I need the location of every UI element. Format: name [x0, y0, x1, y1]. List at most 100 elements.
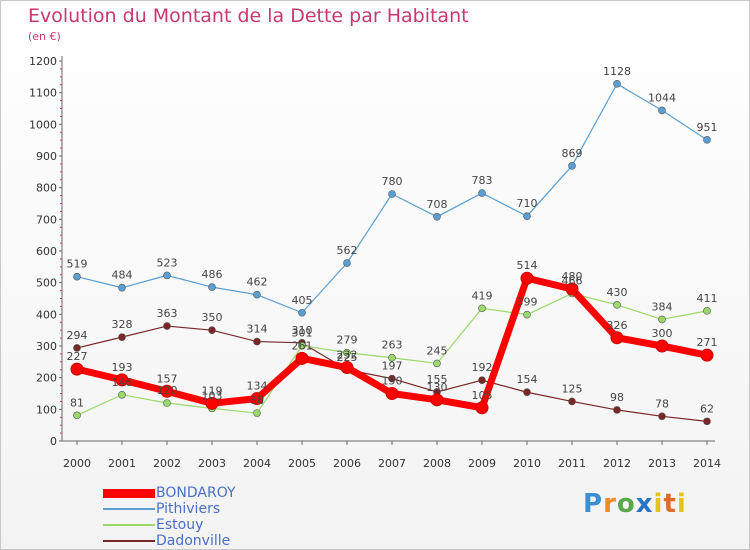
x-tick-label: 2010: [513, 457, 541, 470]
data-label-pithiviers: 783: [472, 174, 493, 187]
logo-letter: r: [603, 489, 617, 519]
data-label-dadonville: 62: [700, 402, 714, 415]
y-tick-label: 1000: [29, 118, 57, 131]
y-tick-label: 700: [36, 213, 57, 226]
data-point-estouy: [253, 409, 261, 417]
data-point-estouy: [613, 301, 621, 309]
series-line-pithiviers: [76, 83, 708, 314]
legend-swatch-0: [103, 489, 155, 498]
proxiti-logo: Proxiti: [583, 489, 687, 519]
data-point-estouy: [523, 310, 531, 319]
y-tick-label: 100: [36, 403, 57, 416]
data-label-pithiviers: 562: [337, 244, 358, 257]
data-label-bondaroy: 271: [697, 336, 718, 349]
data-point-bondaroy: [250, 392, 264, 406]
data-label-dadonville: 78: [655, 397, 669, 410]
data-label-bondaroy: 300: [652, 327, 673, 340]
data-point-pithiviers: [703, 136, 711, 144]
data-point-pithiviers: [298, 308, 306, 317]
data-point-dadonville: [163, 322, 171, 330]
data-label-dadonville: 154: [517, 373, 538, 386]
data-point-pithiviers: [613, 80, 621, 88]
data-label-bondaroy: 514: [517, 259, 538, 272]
x-tick-label: 2009: [468, 457, 496, 470]
legend-swatch-2: [103, 524, 155, 526]
y-tick-label: 1100: [29, 87, 57, 100]
legend-label-2: Estouy: [156, 517, 204, 533]
data-label-estouy: 411: [697, 292, 718, 305]
x-tick-label: 2011: [558, 457, 586, 470]
data-point-pithiviers: [568, 162, 576, 170]
data-label-bondaroy: 227: [67, 350, 88, 363]
data-point-bondaroy: [655, 339, 669, 353]
data-point-dadonville: [253, 337, 261, 346]
data-point-dadonville: [658, 412, 666, 421]
data-point-pithiviers: [478, 189, 486, 197]
data-label-bondaroy: 232: [337, 349, 358, 362]
data-label-bondaroy: 261: [292, 339, 313, 352]
data-label-bondaroy: 130: [427, 381, 448, 394]
data-point-dadonville: [73, 344, 81, 352]
data-point-pithiviers: [73, 272, 81, 281]
data-point-pithiviers: [433, 213, 441, 221]
data-label-pithiviers: 519: [67, 258, 88, 271]
data-label-estouy: 430: [607, 286, 628, 299]
data-point-estouy: [388, 353, 396, 362]
data-label-dadonville: 197: [382, 360, 403, 373]
data-label-estouy: 103: [202, 389, 223, 402]
data-label-estouy: 245: [427, 344, 448, 357]
chart-subtitle: (en €): [28, 30, 61, 43]
data-label-dadonville: 155: [427, 373, 448, 386]
logo-letter: x: [635, 489, 654, 519]
data-point-pithiviers: [118, 283, 126, 292]
y-tick-label: 1200: [29, 55, 57, 68]
y-tick-label: 400: [36, 308, 57, 321]
data-label-pithiviers: 710: [517, 197, 538, 210]
data-point-bondaroy: [115, 373, 129, 387]
x-tick-label: 2000: [63, 457, 91, 470]
data-point-dadonville: [523, 388, 531, 397]
logo-letter: P: [583, 489, 604, 519]
logo-letter: t: [663, 489, 677, 519]
data-label-pithiviers: 869: [562, 147, 583, 160]
data-point-estouy: [118, 390, 126, 399]
data-label-pithiviers: 484: [112, 269, 133, 282]
data-label-bondaroy: 134: [247, 380, 268, 393]
data-label-estouy: 279: [337, 334, 358, 347]
data-label-estouy: 419: [472, 289, 493, 302]
data-point-pithiviers: [253, 290, 261, 299]
x-tick-label: 2001: [108, 457, 136, 470]
data-point-dadonville: [703, 417, 711, 426]
data-point-estouy: [163, 399, 171, 407]
legend-swatch-3: [103, 540, 155, 542]
data-point-bondaroy: [385, 387, 399, 400]
data-point-estouy: [298, 341, 306, 350]
x-tick-label: 2005: [288, 457, 316, 470]
data-point-dadonville: [613, 406, 621, 414]
data-point-bondaroy: [295, 351, 309, 365]
data-point-bondaroy: [520, 271, 534, 285]
data-point-pithiviers: [658, 106, 666, 115]
data-label-bondaroy: 480: [562, 270, 583, 283]
data-label-dadonville: 192: [472, 361, 493, 374]
logo-letter: o: [616, 489, 636, 519]
data-label-dadonville: 328: [112, 318, 133, 331]
logo-letter: i: [676, 489, 687, 519]
data-point-bondaroy: [430, 393, 444, 407]
data-label-estouy: 399: [517, 296, 538, 309]
data-point-estouy: [658, 315, 666, 324]
y-tick-label: 500: [36, 277, 57, 290]
data-label-bondaroy: 326: [607, 319, 628, 332]
x-tick-label: 2014: [693, 457, 721, 470]
data-point-bondaroy: [70, 362, 84, 376]
data-label-pithiviers: 780: [382, 175, 403, 188]
data-label-bondaroy: 157: [157, 372, 178, 385]
data-label-estouy: 146: [112, 376, 133, 389]
x-tick-label: 2004: [243, 457, 271, 470]
data-label-dadonville: 125: [562, 382, 583, 395]
data-point-dadonville: [118, 333, 126, 341]
data-label-dadonville: 314: [247, 323, 268, 336]
data-label-dadonville: 225: [337, 351, 358, 364]
x-tick-label: 2006: [333, 457, 361, 470]
